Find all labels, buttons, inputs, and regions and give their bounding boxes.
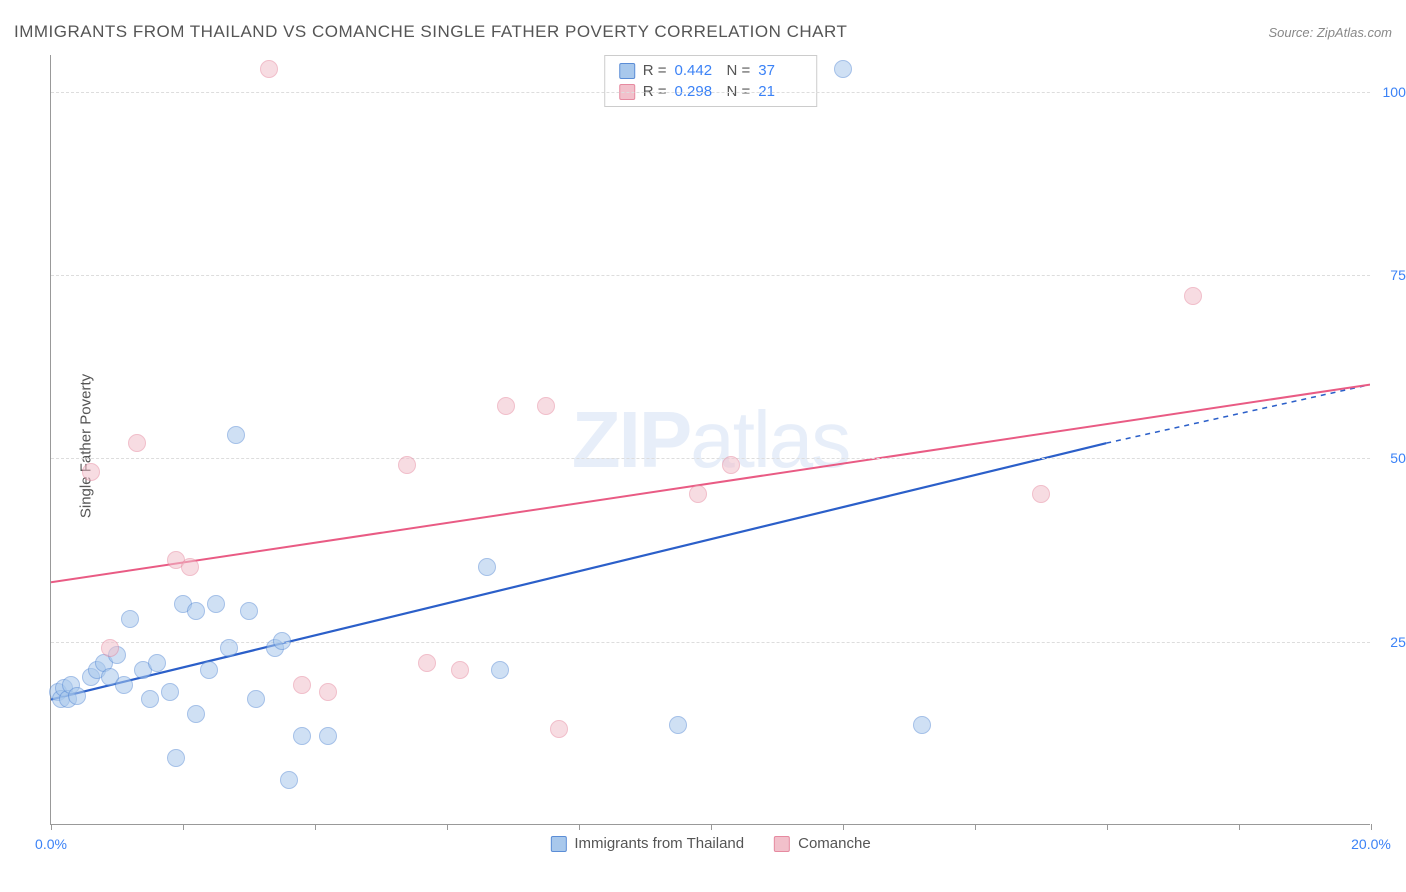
- data-point: [207, 595, 225, 613]
- watermark: ZIPatlas: [572, 394, 849, 486]
- data-point: [148, 654, 166, 672]
- x-tick: [843, 824, 844, 830]
- data-point: [187, 602, 205, 620]
- data-point: [293, 727, 311, 745]
- data-point: [1032, 485, 1050, 503]
- data-point: [478, 558, 496, 576]
- data-point: [101, 639, 119, 657]
- data-point: [550, 720, 568, 738]
- stat-label: R =: [643, 62, 667, 79]
- source-label: Source: ZipAtlas.com: [1268, 25, 1392, 40]
- x-tick: [183, 824, 184, 830]
- stats-legend: R =0.442N =37R =0.298N =21: [604, 55, 818, 107]
- data-point: [451, 661, 469, 679]
- data-point: [280, 771, 298, 789]
- data-point: [220, 639, 238, 657]
- legend-swatch: [619, 63, 635, 79]
- data-point: [167, 749, 185, 767]
- data-point: [227, 426, 245, 444]
- x-tick: [315, 824, 316, 830]
- x-tick: [711, 824, 712, 830]
- data-point: [537, 397, 555, 415]
- y-tick-label: 100.0%: [1375, 84, 1406, 100]
- n-value: 37: [758, 62, 802, 79]
- data-point: [82, 463, 100, 481]
- r-value: 0.442: [675, 62, 719, 79]
- x-tick: [1239, 824, 1240, 830]
- gridline: [51, 642, 1370, 643]
- trend-lines: [51, 55, 1370, 824]
- stats-row: R = 0.442 N = 37: [619, 60, 803, 81]
- data-point: [722, 456, 740, 474]
- x-tick: [579, 824, 580, 830]
- legend-item: Comanche: [774, 835, 871, 852]
- legend-item: Immigrants from Thailand: [550, 835, 744, 852]
- data-point: [240, 602, 258, 620]
- data-point: [181, 558, 199, 576]
- gridline: [51, 92, 1370, 93]
- y-tick-label: 50.0%: [1375, 450, 1406, 466]
- data-point: [260, 60, 278, 78]
- legend-swatch: [774, 836, 790, 852]
- data-point: [418, 654, 436, 672]
- x-tick: [51, 824, 52, 830]
- data-point: [398, 456, 416, 474]
- bottom-legend: Immigrants from Thailand Comanche: [550, 835, 870, 852]
- gridline: [51, 275, 1370, 276]
- data-point: [200, 661, 218, 679]
- x-tick: [447, 824, 448, 830]
- data-point: [247, 690, 265, 708]
- stat-label: N =: [727, 62, 751, 79]
- x-tick: [975, 824, 976, 830]
- data-point: [293, 676, 311, 694]
- data-point: [141, 690, 159, 708]
- x-tick-label: 0.0%: [35, 836, 67, 852]
- data-point: [319, 683, 337, 701]
- legend-label: Comanche: [798, 835, 871, 852]
- legend-swatch: [550, 836, 566, 852]
- data-point: [913, 716, 931, 734]
- data-point: [497, 397, 515, 415]
- x-tick: [1107, 824, 1108, 830]
- data-point: [834, 60, 852, 78]
- chart-title: IMMIGRANTS FROM THAILAND VS COMANCHE SIN…: [14, 22, 847, 42]
- data-point: [68, 687, 86, 705]
- data-point: [115, 676, 133, 694]
- data-point: [669, 716, 687, 734]
- y-tick-label: 25.0%: [1375, 634, 1406, 650]
- data-point: [491, 661, 509, 679]
- y-tick-label: 75.0%: [1375, 267, 1406, 283]
- gridline: [51, 458, 1370, 459]
- data-point: [121, 610, 139, 628]
- data-point: [1184, 287, 1202, 305]
- data-point: [319, 727, 337, 745]
- data-point: [128, 434, 146, 452]
- legend-label: Immigrants from Thailand: [574, 835, 744, 852]
- plot-area: ZIPatlas R =0.442N =37R =0.298N =21 Immi…: [50, 55, 1370, 825]
- title-bar: IMMIGRANTS FROM THAILAND VS COMANCHE SIN…: [14, 22, 1392, 42]
- data-point: [187, 705, 205, 723]
- data-point: [689, 485, 707, 503]
- x-tick: [1371, 824, 1372, 830]
- x-tick-label: 20.0%: [1351, 836, 1391, 852]
- data-point: [161, 683, 179, 701]
- data-point: [273, 632, 291, 650]
